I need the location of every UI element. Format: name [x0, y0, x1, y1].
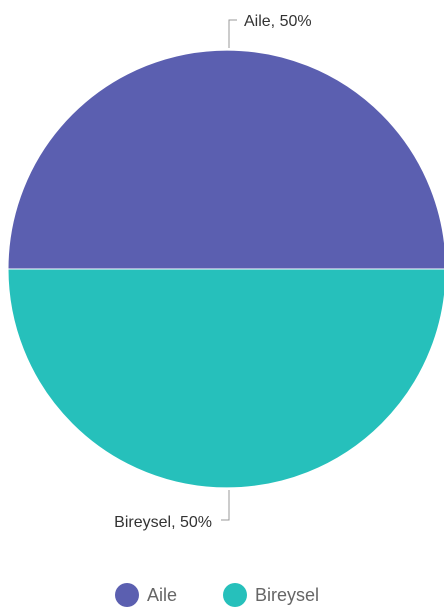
data-label-bireysel: Bireysel, 50%	[114, 514, 212, 531]
pie-slice-bireysel[interactable]	[7, 268, 444, 489]
pie-slices	[7, 49, 444, 489]
leader-line-aile	[228, 19, 237, 48]
leader-line-bireysel	[221, 490, 230, 521]
legend-label-bireysel: Bireysel	[255, 585, 319, 605]
legend-label-aile: Aile	[147, 585, 177, 605]
legend-marker-bireysel	[223, 583, 247, 607]
legend-marker-aile	[115, 583, 139, 607]
data-labels: Aile, 50% Bireysel, 50%	[114, 13, 311, 531]
pie-slice-aile[interactable]	[7, 49, 444, 270]
legend-item-bireysel[interactable]: Bireysel	[223, 583, 319, 607]
legend-item-aile[interactable]: Aile	[115, 583, 177, 607]
data-label-aile: Aile, 50%	[244, 13, 312, 30]
legend: Aile Bireysel	[115, 583, 319, 607]
